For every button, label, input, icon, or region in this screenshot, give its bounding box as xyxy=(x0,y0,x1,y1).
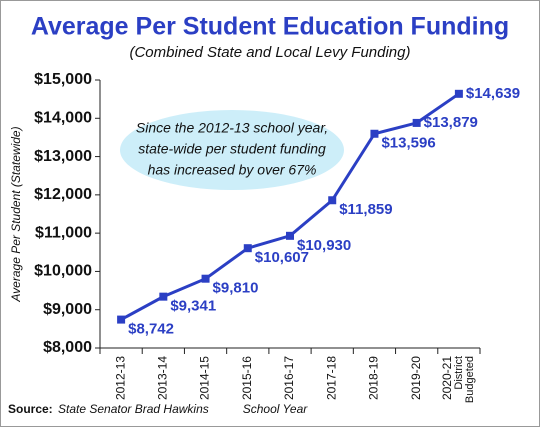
value-label: $8,742 xyxy=(128,321,174,338)
y-tick-label: $11,000 xyxy=(35,224,92,241)
y-tick-label: $12,000 xyxy=(34,186,92,203)
x-tick-label: 2014-15 xyxy=(198,356,212,400)
annotation-line: has increased by over 67% xyxy=(148,162,317,178)
y-axis-label: Average Per Student (Statewide) xyxy=(9,126,23,302)
y-tick-label: $15,000 xyxy=(34,71,92,88)
x-tick-label: 2013-14 xyxy=(156,356,170,400)
source-label: Source: xyxy=(8,402,53,416)
x-tick-label: 2015-16 xyxy=(240,356,254,400)
value-label: $9,810 xyxy=(213,280,259,297)
point xyxy=(159,292,168,301)
point xyxy=(243,244,252,253)
y-tick-label: $8,000 xyxy=(43,339,92,356)
point xyxy=(286,231,294,240)
point xyxy=(412,118,421,127)
point xyxy=(328,196,337,205)
point xyxy=(454,89,463,98)
point xyxy=(117,315,126,324)
y-tick-label: $13,000 xyxy=(34,148,92,165)
x-tick-label: 2020-21DistrictBudgeted xyxy=(440,356,476,403)
point xyxy=(201,274,210,283)
point xyxy=(370,129,379,138)
value-label: $14,639 xyxy=(466,85,520,102)
value-label: $10,607 xyxy=(255,249,309,266)
x-tick-label-line: Budgeted xyxy=(464,356,476,403)
x-tick-label: 2012-13 xyxy=(113,356,127,400)
chart-title: Average Per Student Education Funding xyxy=(31,13,509,41)
annotation-line: state-wide per student funding xyxy=(138,141,326,157)
value-label: $11,859 xyxy=(339,201,392,218)
value-label: $9,341 xyxy=(170,298,216,315)
y-tick-label: $10,000 xyxy=(34,263,92,280)
x-tick-label-line: District xyxy=(453,356,465,390)
x-tick-label-line: 2020-21 xyxy=(440,356,454,400)
x-tick-label: 2016-17 xyxy=(282,356,296,400)
y-tick-label: $14,000 xyxy=(34,110,92,127)
value-label: $13,879 xyxy=(424,114,478,131)
x-axis-label: School Year xyxy=(243,402,308,416)
x-tick-label: 2019-20 xyxy=(409,356,423,400)
value-label: $10,930 xyxy=(297,237,351,254)
value-label: $13,596 xyxy=(381,135,435,152)
y-tick-label: $9,000 xyxy=(43,301,92,318)
x-tick-label: 2018-19 xyxy=(367,356,381,400)
annotation-line: Since the 2012-13 school year, xyxy=(136,120,328,136)
source: State Senator Brad Hawkins xyxy=(58,402,209,416)
x-tick-label: 2017-18 xyxy=(324,356,338,400)
chart-subtitle: (Combined State and Local Levy Funding) xyxy=(129,44,410,61)
annotation-bubble xyxy=(120,110,344,190)
